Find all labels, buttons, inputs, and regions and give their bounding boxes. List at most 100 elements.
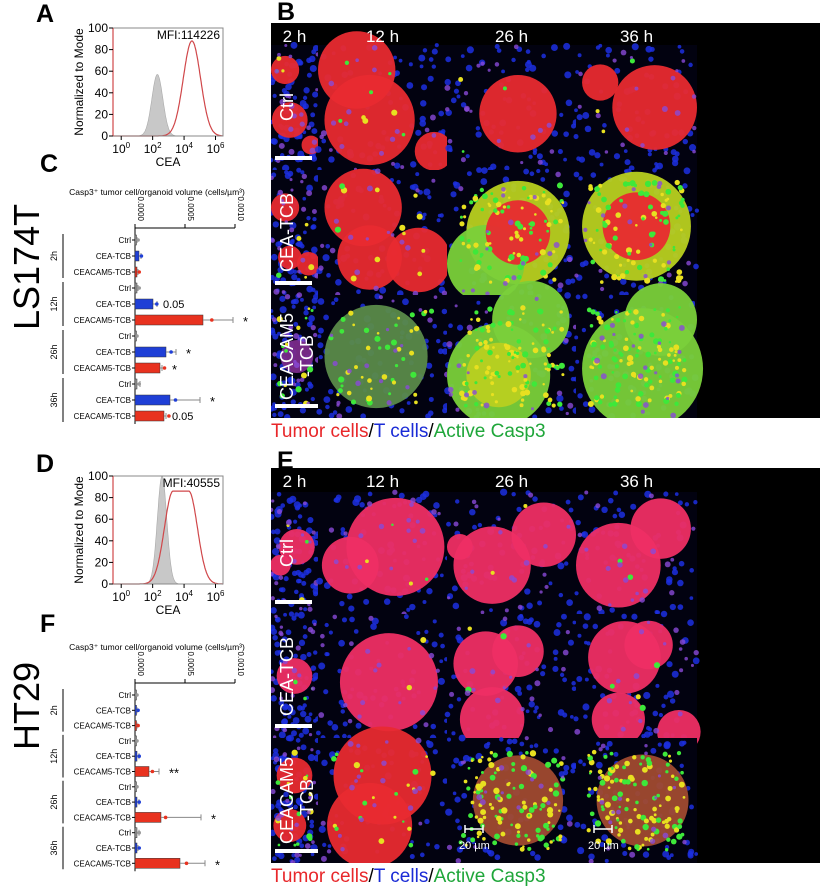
casp3-signal xyxy=(629,58,635,64)
casp3-signal xyxy=(658,375,662,379)
casp3-signal xyxy=(644,180,652,188)
t-cell xyxy=(292,95,298,100)
bar-chart-c: Casp3⁺ tumor cell/organoid volume (cells… xyxy=(49,187,248,424)
casp3-signal xyxy=(371,796,375,800)
t-cell-overlap xyxy=(620,49,627,56)
casp3-signal xyxy=(624,806,629,812)
t-cell-overlap xyxy=(277,52,281,57)
casp3-signal xyxy=(458,840,463,845)
t-cell-overlap xyxy=(381,760,387,766)
t-cell xyxy=(570,376,576,382)
organoid xyxy=(630,498,691,559)
casp3-signal xyxy=(529,362,532,365)
t-cell xyxy=(657,742,662,747)
t-cell xyxy=(526,602,533,610)
casp3-signal xyxy=(546,401,552,407)
casp3-signal xyxy=(521,800,526,805)
t-cell-overlap xyxy=(348,641,354,647)
t-cell-overlap xyxy=(611,810,615,815)
t-cell xyxy=(313,103,318,108)
casp3-signal xyxy=(286,781,290,786)
t-cell xyxy=(279,295,286,302)
t-cell xyxy=(630,503,637,510)
t-cell xyxy=(540,177,546,182)
t-cell xyxy=(476,300,481,305)
t-cell xyxy=(277,331,281,336)
category-label: CEACAM5-TCB xyxy=(74,364,131,373)
t-cell-overlap xyxy=(299,377,305,382)
t-cell-overlap xyxy=(385,740,389,744)
casp3-signal xyxy=(612,235,618,241)
t-cell-overlap xyxy=(320,855,327,862)
casp3-signal xyxy=(624,269,630,275)
significance-label: * xyxy=(210,394,215,409)
casp3-signal xyxy=(658,379,663,384)
t-cell xyxy=(475,126,481,131)
casp3-signal xyxy=(599,248,603,252)
casp3-signal xyxy=(376,331,380,335)
data-point xyxy=(173,398,178,402)
t-cell-overlap xyxy=(670,412,677,418)
t-cell-overlap xyxy=(561,756,566,761)
t-cell xyxy=(582,762,586,767)
casp3-signal xyxy=(613,226,618,231)
t-cell-overlap xyxy=(537,159,543,165)
casp3-signal xyxy=(535,834,540,838)
data-point xyxy=(167,414,171,418)
category-label: Ctrl xyxy=(119,737,132,746)
casp3-signal xyxy=(597,192,602,196)
microscopy-tile xyxy=(271,611,321,739)
t-cell xyxy=(533,743,539,748)
t-cell-overlap xyxy=(549,149,555,154)
casp3-signal xyxy=(468,813,474,819)
casp3-signal xyxy=(595,207,602,213)
t-cell xyxy=(483,743,490,749)
casp3-signal xyxy=(682,358,687,362)
t-cell xyxy=(423,188,431,196)
t-cell-overlap xyxy=(567,402,574,409)
t-cell xyxy=(452,791,457,796)
casp3-signal xyxy=(474,310,479,315)
category-label: CEA-TCB xyxy=(96,252,131,261)
t-cell xyxy=(559,112,564,117)
t-cell xyxy=(308,712,313,717)
casp3-signal xyxy=(553,803,558,807)
bar xyxy=(134,766,150,777)
casp3-signal xyxy=(394,792,399,796)
casp3-signal xyxy=(467,238,471,243)
t-cell-overlap xyxy=(539,590,543,594)
casp3-signal xyxy=(555,365,560,371)
t-cell xyxy=(324,622,329,628)
casp3-signal xyxy=(651,210,658,217)
t-cell-overlap xyxy=(340,846,345,852)
casp3-signal xyxy=(543,822,549,829)
t-cell xyxy=(296,167,302,173)
t-cell xyxy=(419,852,425,858)
casp3-signal xyxy=(490,570,495,575)
casp3-signal xyxy=(393,815,397,819)
t-cell xyxy=(584,677,589,682)
casp3-signal xyxy=(483,344,490,350)
t-cell-overlap xyxy=(290,860,296,863)
organoid xyxy=(278,245,302,270)
casp3-signal xyxy=(665,188,672,195)
t-cell xyxy=(439,801,445,807)
casp3-signal xyxy=(557,401,563,407)
t-cell-overlap xyxy=(686,260,692,266)
t-cell-overlap xyxy=(290,828,294,832)
t-cell xyxy=(581,327,587,333)
t-cell-overlap xyxy=(454,304,458,308)
casp3-signal xyxy=(678,781,685,788)
casp3-signal xyxy=(532,347,539,354)
t-cell-overlap xyxy=(405,385,410,390)
t-cell xyxy=(519,741,525,747)
casp3-signal xyxy=(483,376,487,380)
t-cell xyxy=(271,274,275,281)
casp3-signal xyxy=(661,820,666,825)
bar xyxy=(134,298,154,310)
t-cell-overlap xyxy=(513,44,519,50)
casp3-signal xyxy=(636,814,642,820)
t-cell-overlap xyxy=(456,626,461,631)
casp3-signal xyxy=(614,764,620,769)
t-cell xyxy=(323,689,329,695)
